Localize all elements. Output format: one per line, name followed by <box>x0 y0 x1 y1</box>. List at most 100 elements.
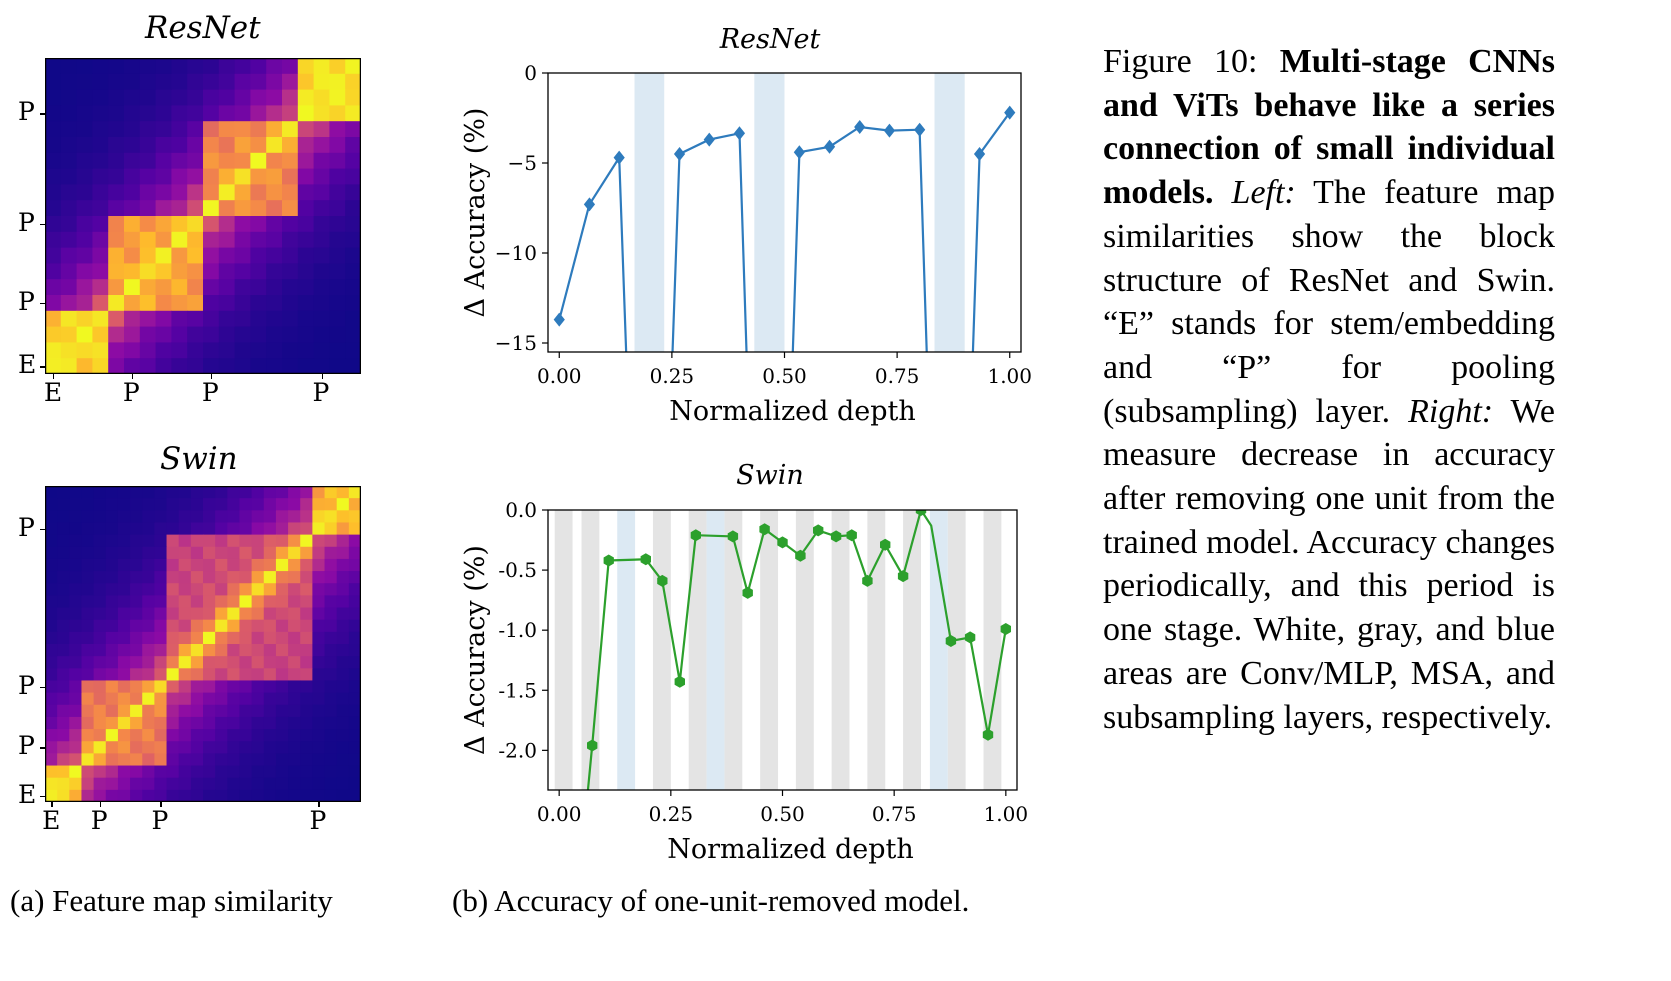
heatmap-cell <box>215 498 228 511</box>
y-tick-label: -0.5 <box>498 558 537 582</box>
heatmap-cell <box>234 310 251 328</box>
heatmap-cell <box>288 510 301 523</box>
heatmap-cell <box>171 216 188 233</box>
heatmap-cell <box>250 326 267 343</box>
heatmap-cell <box>139 121 157 138</box>
heatmap-cell <box>76 168 93 185</box>
heatmap-x-tick <box>51 802 53 807</box>
heatmap-cell <box>155 168 172 185</box>
heatmap-cell <box>117 583 131 596</box>
data-point <box>777 536 788 549</box>
heatmap-cell <box>263 498 277 511</box>
heatmap-cell <box>178 558 192 572</box>
heatmap-cell <box>348 498 362 511</box>
heatmap-cell <box>139 263 157 280</box>
heatmap-cell <box>251 656 265 669</box>
heatmap-cell <box>139 358 157 375</box>
heatmap-cell <box>250 200 267 217</box>
heatmap-cell <box>45 137 62 154</box>
gray-band <box>947 510 966 790</box>
heatmap-cell <box>45 680 58 694</box>
heatmap-cell <box>178 631 192 645</box>
heatmap-cell <box>76 137 93 154</box>
heatmap-cell <box>263 789 277 803</box>
heatmap-cell <box>313 231 330 249</box>
data-point <box>690 529 701 542</box>
heatmap-cell <box>250 73 267 91</box>
heatmap-cell <box>69 789 82 803</box>
heatmap-cell <box>329 200 346 217</box>
heatmap-cell <box>227 644 240 657</box>
heatmap-cell <box>187 295 204 312</box>
heatmap-cell <box>266 231 283 249</box>
heatmap-cell <box>313 216 330 233</box>
heatmap-cell <box>215 534 228 548</box>
data-point <box>982 728 994 741</box>
heatmap-cell <box>266 168 283 185</box>
heatmap-cell <box>234 247 251 264</box>
heatmap-cell <box>324 534 338 548</box>
heatmap-cell <box>227 522 240 536</box>
heatmap-cell <box>324 729 338 742</box>
heatmap-cell <box>282 121 299 138</box>
heatmap-cell <box>288 668 301 681</box>
heatmap-cell <box>266 247 283 264</box>
heatmap-cell <box>203 595 216 609</box>
heatmap-cell <box>297 247 315 264</box>
heatmap-cell <box>45 58 62 75</box>
heatmap-cell <box>187 358 204 375</box>
heatmap-cell <box>117 571 131 584</box>
heatmap-cell <box>154 486 168 499</box>
heatmap-cell <box>336 668 350 681</box>
heatmap-cell <box>60 200 78 217</box>
heatmap-cell <box>154 607 168 621</box>
heatmap-y-tick <box>40 795 45 798</box>
heatmap-cell <box>124 200 141 217</box>
heatmap-cell <box>336 498 350 511</box>
heatmap-cell <box>215 607 228 621</box>
heatmap-cell <box>300 729 313 742</box>
heatmap-cell <box>282 105 299 122</box>
heatmap-cell <box>297 342 315 359</box>
heatmap-cell <box>108 105 125 122</box>
heatmap-cell <box>166 583 180 596</box>
heatmap-cell <box>154 631 168 645</box>
heatmap-cell <box>92 247 109 264</box>
heatmap-cell <box>178 704 192 718</box>
heatmap-cell <box>45 486 58 499</box>
heatmap-y-tick <box>40 747 45 749</box>
heatmap-cell <box>92 105 109 122</box>
heatmap-cell <box>93 558 107 572</box>
heatmap-cell <box>300 522 313 536</box>
heatmap-border <box>44 485 362 803</box>
heatmap-cell <box>166 789 180 803</box>
heatmap-cell <box>57 692 70 706</box>
heatmap-cell <box>234 263 251 280</box>
heatmap-cell <box>324 510 338 523</box>
heatmap-x-tick <box>131 374 134 379</box>
heatmap-cell <box>92 184 109 201</box>
heatmap-cell <box>263 644 277 657</box>
heatmap-x-label: P <box>151 806 169 835</box>
heatmap-cell <box>203 729 216 742</box>
heatmap-cell <box>139 184 157 201</box>
heatmap-cell <box>263 680 277 694</box>
heatmap-cell <box>313 73 330 91</box>
heatmap-cell <box>45 668 58 681</box>
heatmap-cell <box>275 619 289 633</box>
heatmap-cell <box>345 358 362 375</box>
heatmap-cell <box>266 152 283 170</box>
heatmap-cell <box>81 498 95 511</box>
heatmap-cell <box>139 200 157 217</box>
heatmap-cell <box>166 668 180 681</box>
heatmap-cell <box>69 619 82 633</box>
heatmap-cell <box>45 704 58 718</box>
heatmap-cell <box>155 152 172 170</box>
heatmap-cell <box>117 716 131 730</box>
heatmap-cell <box>69 644 82 657</box>
heatmap-cell <box>142 668 155 681</box>
heatmap-cell <box>312 741 326 754</box>
gray-band <box>983 510 1002 790</box>
heatmap-cell <box>81 522 95 536</box>
heatmap-cell <box>300 789 313 803</box>
